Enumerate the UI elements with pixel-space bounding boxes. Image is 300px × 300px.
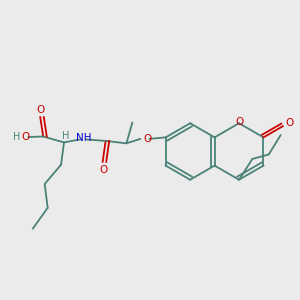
Text: H: H xyxy=(62,131,69,141)
Text: O: O xyxy=(285,118,293,128)
Text: O: O xyxy=(37,105,45,115)
Text: O: O xyxy=(235,117,243,127)
Text: H: H xyxy=(13,132,20,142)
Text: O: O xyxy=(143,134,152,144)
Text: O: O xyxy=(99,165,107,175)
Text: O: O xyxy=(21,132,29,142)
Text: NH: NH xyxy=(76,133,92,143)
